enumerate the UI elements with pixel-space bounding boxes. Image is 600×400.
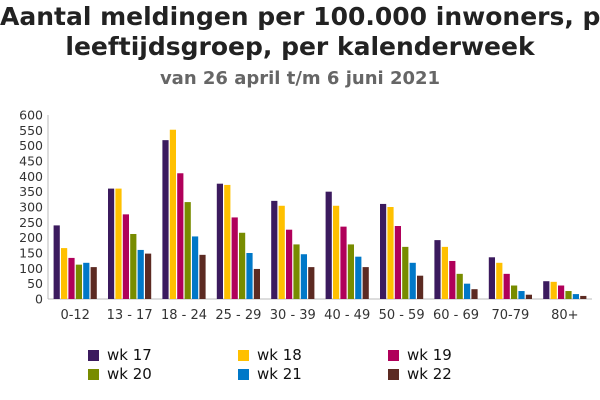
y-tick-label: 500 [19, 138, 43, 153]
y-tick-label: 100 [19, 261, 43, 276]
y-tick-label: 200 [19, 230, 43, 245]
bar-wk17-4 [271, 200, 278, 299]
x-tick-label: 13 - 17 [107, 308, 153, 323]
bar-wk19-5 [340, 226, 347, 299]
bar-wk18-5 [333, 205, 340, 299]
bar-wk22-7 [471, 289, 478, 299]
x-tick-label: 60 - 69 [433, 308, 479, 323]
x-tick-label: 18 - 24 [161, 308, 207, 323]
bar-wk17-9 [543, 281, 550, 299]
bar-wk18-1 [115, 188, 122, 299]
bar-wk21-7 [464, 283, 471, 299]
bar-wk18-8 [496, 262, 503, 299]
bar-wk22-6 [417, 275, 424, 299]
bar-wk21-0 [83, 262, 90, 299]
bar-wk17-2 [162, 140, 169, 299]
bar-wk17-5 [325, 191, 332, 299]
bar-wk20-6 [402, 246, 409, 299]
y-tick-label: 550 [19, 123, 43, 138]
x-tick-label: 40 - 49 [324, 308, 370, 323]
bar-wk21-3 [246, 253, 253, 299]
bar-wk22-9 [580, 295, 587, 299]
bar-wk17-6 [380, 203, 387, 299]
bar-wk18-3 [224, 184, 231, 299]
bar-wk18-6 [387, 207, 394, 299]
chart-title-line-2: leeftijdsgroep, per kalenderweek [65, 32, 535, 61]
bar-wk19-3 [231, 217, 238, 299]
bar-wk17-3 [216, 183, 223, 299]
bar-wk20-7 [456, 273, 463, 299]
bar-wk20-0 [75, 264, 82, 299]
bar-wk19-1 [122, 214, 129, 299]
y-tick-label: 300 [19, 200, 43, 215]
bar-wk19-7 [449, 260, 456, 299]
chart-subtitle: van 26 april t/m 6 juni 2021 [159, 68, 441, 89]
bar-wk19-0 [68, 257, 75, 299]
y-tick-label: 600 [19, 108, 43, 123]
bar-wk17-7 [434, 240, 441, 299]
bar-wk21-4 [300, 254, 307, 299]
bar-wk20-2 [184, 202, 191, 299]
y-tick-label: 350 [19, 184, 43, 199]
bar-wk17-1 [108, 188, 115, 299]
bar-wk22-0 [90, 267, 97, 299]
bar-wk22-1 [145, 253, 152, 299]
bar-wk22-2 [199, 254, 206, 299]
x-tick-label: 80+ [551, 308, 578, 323]
bar-wk18-9 [550, 281, 557, 299]
bar-wk20-9 [565, 291, 572, 299]
bar-wk21-9 [572, 294, 579, 299]
bar-wk22-8 [525, 294, 532, 299]
bar-wk21-1 [137, 249, 144, 299]
bar-wk18-4 [278, 205, 285, 299]
bar-wk20-4 [293, 244, 300, 299]
bar-wk21-2 [192, 236, 199, 299]
bar-wk22-5 [362, 267, 369, 299]
chart-title-line-1: Aantal meldingen per 100.000 inwoners, p… [0, 2, 600, 31]
bar-wk18-0 [61, 248, 68, 299]
y-tick-label: 250 [19, 215, 43, 230]
bar-wk19-8 [503, 273, 510, 299]
y-tick-label: 0 [35, 292, 43, 307]
bar-wk19-6 [394, 226, 401, 299]
bar-wk21-6 [409, 262, 416, 299]
bar-wk21-8 [518, 291, 525, 299]
bar-wk19-2 [177, 173, 184, 299]
bar-wk17-0 [53, 225, 60, 299]
bar-wk22-3 [253, 268, 260, 299]
x-tick-label: 25 - 29 [215, 308, 261, 323]
bar-wk20-5 [347, 244, 354, 299]
bar-wk18-2 [169, 129, 176, 299]
x-tick-label: 30 - 39 [270, 308, 316, 323]
y-tick-label: 50 [27, 276, 43, 291]
bar-wk19-9 [558, 285, 565, 299]
bar-wk19-4 [286, 229, 293, 299]
y-tick-label: 450 [19, 154, 43, 169]
bar-wk20-3 [239, 232, 246, 299]
x-tick-label: 0-12 [60, 308, 90, 323]
bar-wk17-8 [488, 257, 495, 299]
bar-wk20-8 [511, 285, 518, 299]
bar-wk21-5 [355, 256, 362, 299]
y-tick-label: 150 [19, 246, 43, 261]
bar-wk20-1 [130, 233, 137, 299]
x-tick-label: 50 - 59 [379, 308, 425, 323]
bar-wk18-7 [441, 246, 448, 299]
y-tick-label: 400 [19, 169, 43, 184]
x-tick-label: 70-79 [492, 308, 530, 323]
bar-wk22-4 [308, 267, 315, 299]
